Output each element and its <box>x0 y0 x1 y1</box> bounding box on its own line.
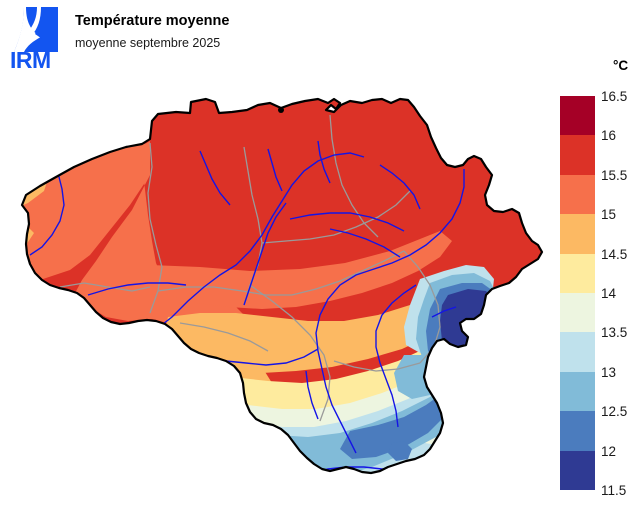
rivers <box>29 140 481 473</box>
colorbar-band <box>560 174 595 215</box>
colorbar-band <box>560 450 595 490</box>
legend-unit-label: °C <box>613 58 629 73</box>
colorbar-band <box>560 253 595 293</box>
colorbar-band <box>560 214 595 254</box>
colorbar-tick-label: 14 <box>601 286 617 301</box>
belgium-outline <box>20 97 544 475</box>
colorbar-band <box>560 332 595 372</box>
colorbar-tick-label: 13 <box>601 364 617 380</box>
band-12.5-13-stub <box>394 355 440 399</box>
colorbar-tick-label: 12.5 <box>601 404 628 420</box>
colorbar-band <box>560 411 595 451</box>
band-14-14.5 <box>192 327 476 423</box>
colorbar-tick-label: 16.5 <box>601 89 628 104</box>
irm-logo-text: IRM <box>10 47 51 73</box>
band-14.5-15 <box>164 271 488 373</box>
colorbar-legend: °C 16.5 16 15.5 15 14.5 14 13.5 13 12.5 12 11.5 <box>557 58 640 498</box>
band-12-12.5-ardenne <box>340 395 450 459</box>
page-subtitle: moyenne septembre 2025 <box>75 36 221 50</box>
map-svg <box>20 97 544 475</box>
colorbar-band <box>560 371 595 412</box>
page-title: Température moyenne <box>75 13 230 29</box>
colorbar-tick-label: 16 <box>601 128 617 144</box>
colorbar-band <box>560 135 595 175</box>
temperature-bands <box>22 99 542 473</box>
belgium-temperature-map <box>0 55 556 507</box>
irm-logo-mark <box>12 7 58 52</box>
colorbar-tick-label: 15 <box>601 207 617 223</box>
irm-logo: IRM <box>8 7 64 72</box>
colorbar-band <box>560 292 595 333</box>
colorbar-tick-label: 14.5 <box>601 246 628 262</box>
colorbar-ticks: 16.5 16 15.5 15 14.5 14 13.5 13 12.5 12 11.5 <box>601 90 640 498</box>
enclave-marker <box>278 107 284 113</box>
colorbar-band <box>560 96 595 136</box>
colorbar-tick-label: 15.5 <box>601 167 628 183</box>
band-15-15.5-belt <box>150 231 452 309</box>
colorbar <box>560 96 595 490</box>
colorbar-tick-label: 13.5 <box>601 325 628 341</box>
colorbar-tick-label: 12 <box>601 443 617 459</box>
colorbar-tick-label: 11.5 <box>601 483 627 498</box>
band-12-12.5-spot <box>388 441 412 461</box>
